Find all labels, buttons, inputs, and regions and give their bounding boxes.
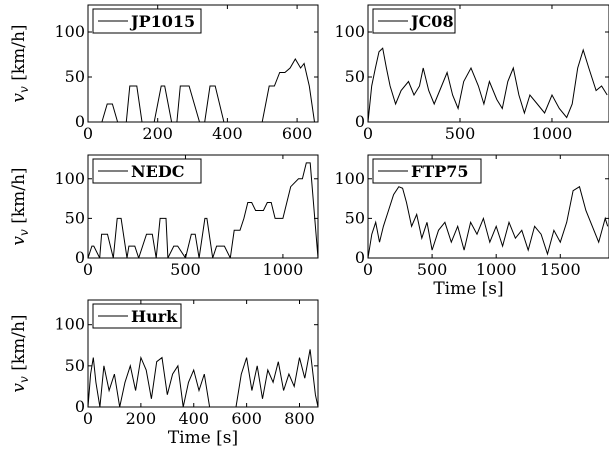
y-tick-label: 100 xyxy=(334,169,365,188)
y-tick-label: 0 xyxy=(355,248,365,267)
x-tick-label: 600 xyxy=(282,124,313,143)
y-tick-label: 0 xyxy=(75,112,85,131)
series-line-JP1015 xyxy=(88,59,315,122)
legend: JP1015 xyxy=(93,9,201,33)
y-tick-label: 50 xyxy=(65,67,85,86)
x-tick-label: 500 xyxy=(170,260,201,279)
x-tick-label: 200 xyxy=(142,124,173,143)
y-tick-label: 50 xyxy=(345,67,365,86)
x-tick-label: 1000 xyxy=(532,124,573,143)
y-tick-label: 100 xyxy=(54,22,85,41)
legend: FTP75 xyxy=(373,159,481,183)
legend: NEDC xyxy=(93,159,201,183)
legend-label: JP1015 xyxy=(129,12,195,31)
x-tick-label: 500 xyxy=(445,124,476,143)
x-tick-label: 1500 xyxy=(540,260,581,279)
series-line-FTP75 xyxy=(368,187,608,258)
y-tick-label: 100 xyxy=(334,22,365,41)
y-tick-label: 50 xyxy=(345,208,365,227)
x-tick-label: 400 xyxy=(178,409,209,428)
legend-label: FTP75 xyxy=(411,162,469,181)
legend: JC08 xyxy=(373,9,455,33)
legend-label: NEDC xyxy=(131,162,184,181)
y-tick-label: 100 xyxy=(54,315,85,334)
x-tick-label: 600 xyxy=(231,409,262,428)
y-tick-label: 100 xyxy=(54,169,85,188)
legend: Hurk xyxy=(93,304,181,328)
legend-label: JC08 xyxy=(409,12,454,31)
y-axis-label: vv [km/h] xyxy=(9,24,31,102)
y-tick-label: 50 xyxy=(65,356,85,375)
x-tick-label: 500 xyxy=(417,260,448,279)
y-tick-label: 0 xyxy=(75,397,85,416)
y-tick-label: 0 xyxy=(75,248,85,267)
x-tick-label: 400 xyxy=(212,124,243,143)
series-line-JC08 xyxy=(368,48,607,122)
y-tick-label: 50 xyxy=(65,208,85,227)
y-axis-label: vv [km/h] xyxy=(9,314,31,392)
x-axis-label: Time [s] xyxy=(168,428,238,448)
x-axis-label: Time [s] xyxy=(433,279,503,299)
y-axis-label: vv [km/h] xyxy=(9,167,31,245)
legend-label: Hurk xyxy=(131,307,178,326)
x-tick-label: 200 xyxy=(126,409,157,428)
y-tick-label: 0 xyxy=(355,112,365,131)
series-line-Hurk xyxy=(88,349,318,407)
x-tick-label: 1000 xyxy=(263,260,304,279)
x-tick-label: 1000 xyxy=(476,260,517,279)
x-tick-label: 800 xyxy=(284,409,315,428)
